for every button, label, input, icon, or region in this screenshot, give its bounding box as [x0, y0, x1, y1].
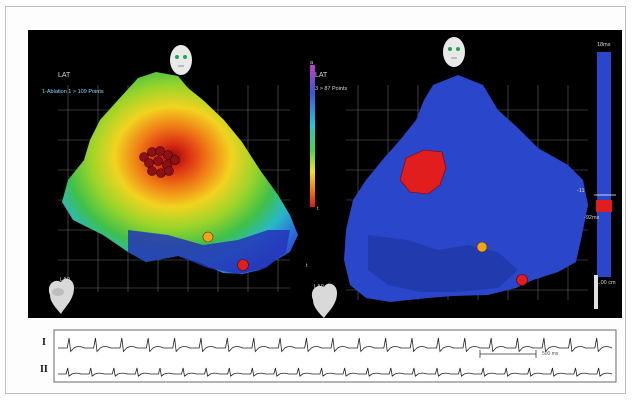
ecg-canvas: 500 ms: [53, 329, 617, 383]
orientation-face-icon-left: [170, 45, 192, 75]
marker-red-right: [516, 274, 528, 286]
scale-marker-label: -11: [577, 188, 585, 194]
time-scale-bar: [597, 52, 611, 277]
colorbar-bottom-label: t: [317, 206, 319, 212]
map-label-left: LAT: [58, 72, 71, 79]
mapping-viewer[interactable]: LAT 1-Ablation 1 > 109 Points LA0 a t t …: [28, 30, 622, 318]
heart-orientation-icon-left: [48, 278, 74, 314]
view-label-left: LA0: [60, 277, 70, 283]
ecg-strip: 500 ms I II: [28, 326, 622, 386]
scale-top-label: 18ms: [597, 42, 611, 48]
activation-origin: [399, 149, 447, 195]
view-label-right: LA0: [314, 284, 324, 290]
time-scale-label: 500 ms: [542, 351, 559, 357]
marker-red-left: [237, 259, 249, 271]
colorbar-edge-label: t: [306, 263, 308, 269]
heart-orientation-icon-right: [311, 283, 337, 318]
map-name-left[interactable]: 1-Ablation 1 > 109 Points: [42, 89, 104, 95]
ecg-lead-i-trace: [58, 337, 613, 353]
ecg-lead-label-ii: II: [40, 364, 48, 375]
ecg-lead-ii-trace: [58, 367, 613, 377]
orientation-face-icon-right: [443, 37, 465, 67]
colorbar-top-label: a: [310, 60, 314, 66]
ecg-lead-label-i: I: [42, 337, 46, 348]
scale-low-label: -92ms: [584, 215, 600, 221]
lat-colorbar: [310, 65, 315, 207]
time-scale-red-block: [596, 200, 612, 212]
lat-map-left: [62, 72, 298, 274]
map-name-right[interactable]: 3 > 87 Points: [315, 86, 348, 92]
map-canvas[interactable]: [28, 30, 622, 318]
scale-distance-label: 1.00 cm: [596, 280, 616, 286]
ablation-lesions: [139, 146, 180, 178]
distance-scale-bar: [594, 275, 598, 309]
marker-orange-left: [202, 231, 214, 243]
lat-map-left-lower-blue: [128, 230, 290, 274]
marker-orange-right: [476, 241, 488, 253]
map-label-right: LAT: [315, 72, 328, 79]
